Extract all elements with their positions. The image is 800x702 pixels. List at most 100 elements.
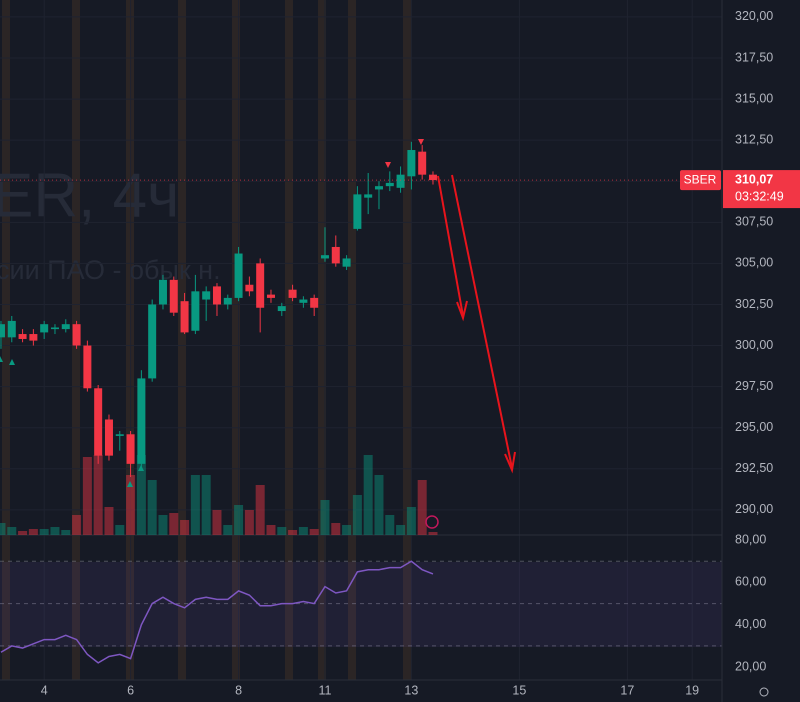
y-tick-label: 20,00	[735, 659, 766, 673]
candle-body	[256, 263, 265, 308]
y-tick-label: 292,50	[735, 461, 773, 475]
candle-body	[148, 304, 157, 379]
volume-bar	[93, 455, 103, 535]
volume-bar	[363, 455, 373, 535]
candle-body	[29, 334, 38, 341]
settings-icon[interactable]	[759, 687, 769, 697]
buy-signal	[138, 465, 144, 471]
candle-body	[191, 291, 200, 331]
volume-bar	[396, 525, 406, 535]
y-tick-label: 320,00	[735, 9, 773, 23]
plot	[0, 141, 722, 664]
x-tick-label: 6	[127, 683, 134, 697]
volume-bar	[0, 523, 6, 535]
volume-bar	[180, 520, 190, 535]
watermark-subtitle: сии ПАО - обык н.	[0, 255, 221, 285]
x-tick-label: 8	[235, 683, 242, 697]
sell-signal	[385, 162, 391, 168]
session-stripe	[126, 0, 134, 680]
event-icon[interactable]	[425, 515, 439, 529]
watermark-title: ER, 4ч	[0, 161, 179, 230]
candle-body	[169, 279, 178, 313]
candle-body	[115, 434, 124, 436]
candle-body	[299, 299, 308, 303]
candle-body	[407, 150, 416, 177]
last-price-label: 310,07	[735, 172, 773, 186]
volume-bar	[385, 515, 395, 535]
candle-body	[18, 334, 27, 339]
session-stripe	[318, 0, 326, 680]
candle-body	[266, 294, 275, 298]
candle-body	[202, 291, 211, 300]
volume-bar	[255, 485, 265, 535]
volume-bar	[298, 527, 308, 535]
y-tick-label: 315,00	[735, 91, 773, 105]
candle-body	[61, 324, 70, 330]
y-tick-label: 60,00	[735, 575, 766, 589]
x-tick-label: 19	[685, 683, 699, 697]
candle-body	[0, 324, 5, 338]
candle-body	[212, 286, 221, 305]
symbol-label: SBER	[684, 172, 717, 186]
volume-bar	[72, 515, 82, 535]
volume-bar	[342, 525, 352, 535]
x-tick-label: 4	[41, 683, 48, 697]
y-tick-label: 290,00	[735, 502, 773, 516]
volume-bar	[223, 525, 233, 535]
candle-body	[396, 174, 405, 188]
candle-body	[83, 345, 92, 389]
candle-body	[364, 194, 373, 198]
candle-body	[40, 324, 49, 333]
candle-body	[374, 186, 383, 190]
candle-body	[428, 174, 437, 181]
volume-bar	[126, 475, 136, 535]
volume-bar	[309, 529, 319, 535]
buy-signal	[127, 481, 133, 487]
volume-bar	[266, 525, 276, 535]
volume-bar	[352, 495, 362, 535]
session-stripe	[285, 0, 293, 680]
candle-body	[158, 279, 167, 305]
y-tick-label: 302,50	[735, 297, 773, 311]
y-tick-label: 312,50	[735, 132, 773, 146]
x-tick-label: 15	[512, 683, 526, 697]
y-tick-label: 317,50	[735, 50, 773, 64]
volume-bar	[417, 480, 427, 535]
candle-body	[104, 419, 113, 456]
x-tick-label: 11	[318, 683, 331, 697]
volume-bar	[7, 527, 17, 535]
volume-bar	[136, 455, 146, 535]
candle-body	[7, 320, 16, 338]
volume-bar	[82, 457, 92, 535]
candle-body	[320, 255, 329, 259]
arrow-line	[437, 175, 464, 317]
candle-body	[310, 297, 319, 308]
symbol-tag	[680, 170, 721, 191]
volume-bar	[190, 475, 200, 535]
volume-bar	[201, 475, 211, 535]
session-stripe	[348, 0, 356, 680]
rsi-band	[0, 562, 722, 647]
volume-bar	[39, 529, 49, 535]
volume-bar	[18, 531, 28, 535]
candle-body	[180, 301, 189, 333]
buy-signal	[0, 356, 3, 362]
buy-signal	[9, 359, 15, 365]
session-stripe	[178, 0, 186, 680]
y-tick-label: 40,00	[735, 617, 766, 631]
volume-bar	[169, 513, 179, 535]
sell-signal	[418, 139, 424, 145]
x-tick-label: 13	[404, 683, 418, 697]
arrow-line	[451, 174, 513, 469]
volume-bar	[331, 523, 341, 535]
session-stripe	[232, 0, 240, 680]
candle-body	[288, 289, 297, 298]
y-tick-label: 297,50	[735, 379, 773, 393]
volume-bar	[28, 529, 38, 535]
volume-bar	[374, 475, 384, 535]
y-tick-label: 80,00	[735, 532, 766, 546]
countdown: 03:32:49	[735, 189, 784, 203]
session-stripe	[2, 0, 10, 680]
volume-bar	[158, 515, 168, 535]
